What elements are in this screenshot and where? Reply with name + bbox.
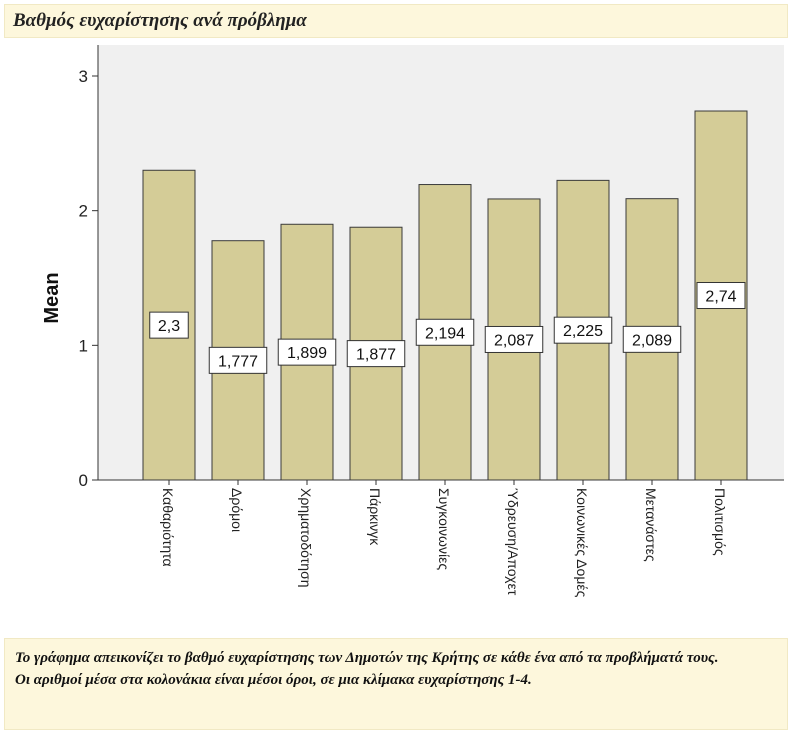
x-tick-label: Ύδρευση/Αποχετ [505, 488, 521, 596]
title-bar: Βαθμός ευχαρίστησης ανά πρόβλημα [4, 4, 788, 38]
value-labels: 2,3 1,777 1,899 1,877 2,194 2,087 2,225 2,089 2,… [149, 282, 746, 374]
x-tick-label: Καθαριότητα [160, 488, 176, 567]
page-title: Βαθμός ευχαρίστησης ανά πρόβλημα [13, 10, 307, 31]
value-label-box [553, 316, 613, 344]
y-tick-label: 2 [79, 202, 88, 221]
value-label-box [622, 325, 682, 353]
x-tick-label: Μετανάστες [643, 488, 659, 562]
value-label: 2,087 [494, 332, 534, 349]
y-tick-label: 3 [79, 67, 88, 86]
value-label: 2,194 [425, 325, 465, 342]
y-ticks: 0 1 2 3 [79, 67, 98, 490]
value-label: 2,089 [632, 332, 672, 349]
y-tick-label: 1 [79, 336, 88, 355]
x-tick-label: Δρόμοι [229, 488, 245, 532]
caption-box: Το γράφημα απεικονίζει το βαθμό ευχαρίστ… [4, 638, 788, 730]
value-label: 1,877 [356, 347, 396, 364]
x-tick-label: Συγκοινωνίες [436, 488, 452, 570]
y-axis-title: Mean [41, 272, 63, 323]
value-label-box [415, 318, 475, 346]
value-label: 1,777 [218, 353, 258, 370]
value-label-box [277, 338, 337, 366]
y-tick-label: 0 [79, 471, 88, 490]
value-label: 2,225 [563, 323, 603, 340]
value-label: 2,74 [705, 289, 736, 306]
value-label: 1,899 [287, 345, 327, 362]
value-label-box [149, 311, 189, 339]
value-label-box [696, 282, 746, 310]
x-tick-label: Κοινωνικές Δομές [574, 488, 590, 598]
x-tick-label: Χρηματοδότηση [298, 488, 314, 588]
value-label-box [346, 340, 406, 368]
x-tick-labels: Καθαριότητα Δρόμοι Χρηματοδότηση Πάρκινγκ Συ… [160, 480, 728, 598]
value-label: 2,3 [158, 318, 180, 335]
x-tick-label: Πολιτισμός [712, 488, 728, 556]
chart-caption: Το γράφημα απεικονίζει το βαθμό ευχαρίστ… [15, 650, 719, 688]
value-label-box [208, 346, 268, 374]
x-tick-label: Πάρκινγκ [367, 488, 383, 546]
value-label-box [484, 325, 544, 353]
